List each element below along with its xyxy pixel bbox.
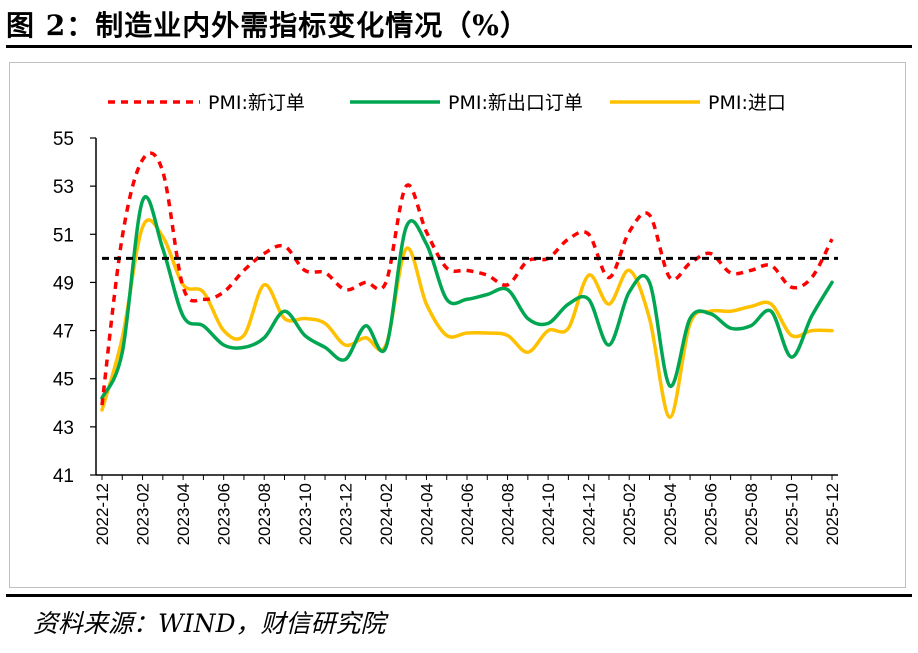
chart-panel [9, 62, 906, 588]
x-tick-label: 2024-04 [417, 483, 436, 545]
series-new-orders-line [100, 151, 834, 406]
x-tick-label: 2025-04 [661, 483, 680, 545]
y-tick-label: 43 [53, 418, 74, 439]
series-imports-line [100, 218, 834, 419]
legend: PMI:新订单 PMI:新出口订单 PMI:进口 [108, 92, 786, 114]
axes-layer: 41 43 45 47 49 51 53 55 2022-12 2023-02 2023-04 202… [53, 129, 842, 545]
x-tick-label: 2024-08 [499, 483, 518, 545]
x-tick-label: 2023-08 [255, 483, 274, 545]
x-tick-label: 2025-08 [742, 483, 761, 545]
x-tick-label: 2023-12 [336, 483, 355, 545]
x-tick-label: 2024-12 [580, 483, 599, 545]
legend-new-orders-label: PMI:新订单 [208, 92, 305, 114]
y-tick-label: 49 [53, 273, 74, 294]
bottom-rule [6, 594, 912, 597]
x-tick-label: 2024-06 [458, 483, 477, 545]
y-tick-label: 45 [53, 370, 74, 391]
x-tick-label: 2022-12 [93, 483, 112, 545]
x-tick-label: 2023-06 [215, 483, 234, 545]
series-new-export-orders-line [100, 195, 834, 400]
series-layer [100, 151, 838, 419]
x-tick-label: 2025-12 [823, 483, 842, 545]
y-tick-label: 53 [53, 177, 74, 198]
y-tick-label: 51 [53, 225, 74, 246]
legend-new-export-orders-label: PMI:新出口订单 [448, 92, 583, 114]
x-tick-label: 2025-06 [701, 483, 720, 545]
x-tick-label: 2025-02 [620, 483, 639, 545]
y-tick-label: 47 [53, 322, 74, 343]
y-tick-label: 55 [53, 129, 74, 150]
x-tick-label: 2023-02 [134, 483, 153, 545]
source-note: 资料来源：WIND，财信研究院 [33, 609, 386, 638]
legend-imports-label: PMI:进口 [708, 92, 786, 114]
x-tick-label: 2025-10 [782, 483, 801, 545]
x-tick-label: 2023-04 [174, 483, 193, 545]
x-tick-label: 2023-10 [296, 483, 315, 545]
y-tick-label: 41 [53, 466, 74, 487]
figure-title: 图 2：制造业内外需指标变化情况（%） [6, 9, 529, 42]
top-rule [6, 45, 912, 48]
x-tick-label: 2024-02 [377, 483, 396, 545]
x-tick-label: 2024-10 [539, 483, 558, 545]
